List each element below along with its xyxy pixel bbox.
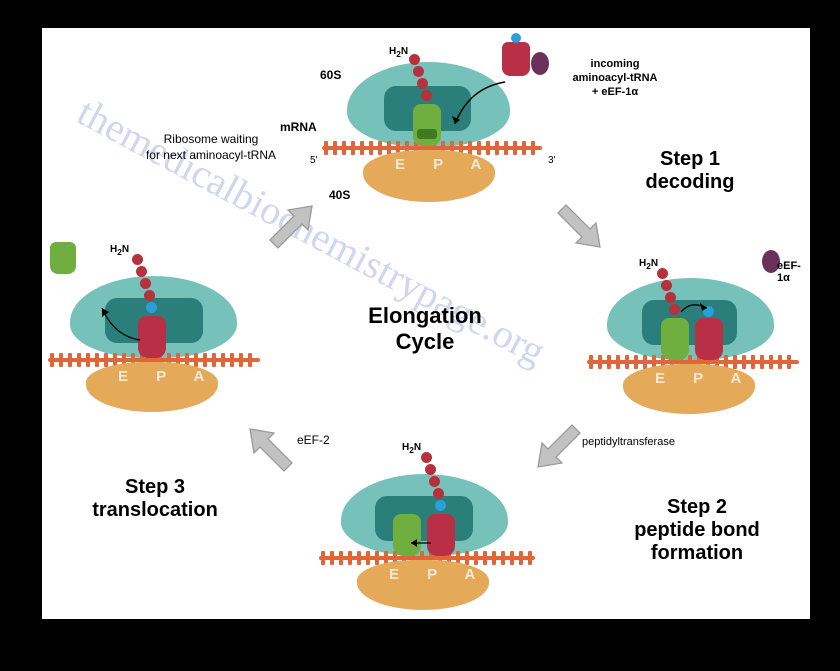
step3-title: Step 3translocation (75, 476, 235, 522)
incoming-label: incomingaminoacyl-tRNA+ eEF-1α (565, 58, 665, 99)
label-40s: 40S (329, 188, 350, 202)
left-ribosome: E P A H2N (48, 246, 263, 416)
step1-title: Step 1decoding (625, 148, 755, 194)
eef2-label: eEF-2 (297, 433, 330, 447)
bottom-ribosome: E P A H2N (317, 448, 537, 618)
waiting-label: Ribosome waitingfor next aminoacyl-tRNA (126, 132, 296, 163)
arrow-right-to-bottom (536, 423, 586, 473)
label-5prime: 5' (310, 155, 317, 166)
arrow-left-to-top (264, 200, 314, 250)
eef1a-label: eEF-1α (777, 260, 810, 284)
arrow-top-to-right (552, 203, 602, 253)
label-3prime: 3' (548, 155, 555, 166)
center-title: ElongationCycle (345, 303, 505, 356)
step2-title: Step 2peptide bondformation (602, 496, 792, 565)
label-60s: 60S (320, 68, 341, 82)
diagram-panel: themedicalbiochemistrypage.org E P A H2N… (42, 28, 810, 619)
epa-label: E P A (395, 156, 493, 173)
right-ribosome: E P A H2N (587, 250, 802, 415)
top-ribosome: E P A H2N (319, 34, 544, 209)
peptidyltransferase-label: peptidyltransferase (582, 436, 675, 448)
arrow-bottom-to-left (248, 423, 298, 473)
